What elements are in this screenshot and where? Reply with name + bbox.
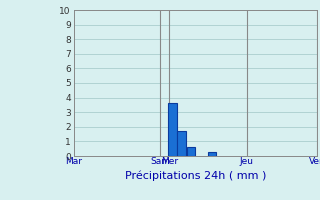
Bar [208,152,216,156]
Bar [177,131,186,156]
Bar [168,103,177,156]
Bar [187,147,195,156]
X-axis label: Précipitations 24h ( mm ): Précipitations 24h ( mm ) [124,171,266,181]
